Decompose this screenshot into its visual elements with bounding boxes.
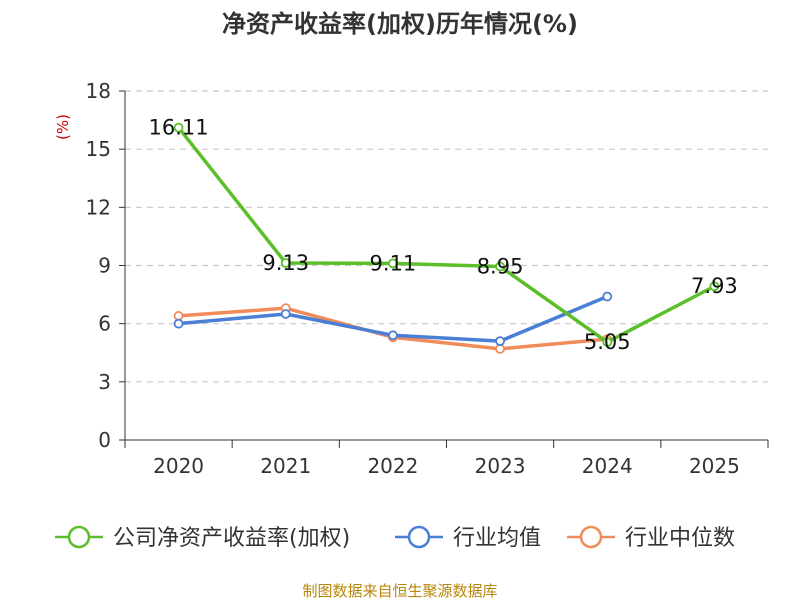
data-label-2025: 7.93 bbox=[691, 274, 738, 298]
legend-marker-0 bbox=[67, 525, 91, 549]
chart-title: 净资产收益率(加权)历年情况(%) bbox=[222, 10, 578, 38]
y-tick-label-3: 3 bbox=[98, 370, 111, 394]
source-note: 制图数据来自恒生聚源数据库 bbox=[302, 582, 497, 600]
series-1-point-2022 bbox=[388, 330, 398, 341]
legend-marker-1 bbox=[407, 525, 431, 549]
series-1-point-2021 bbox=[280, 309, 291, 319]
data-label-2021: 9.13 bbox=[262, 251, 309, 275]
x-tick-label-2021: 2021 bbox=[260, 454, 311, 478]
x-tick-label-2024: 2024 bbox=[582, 454, 633, 478]
series-0-point-2020 bbox=[173, 122, 184, 133]
series-1-point-2024 bbox=[602, 291, 613, 302]
series-2-point-2023 bbox=[495, 343, 505, 354]
series-line-0 bbox=[176, 125, 717, 344]
series-1-point-2023 bbox=[495, 336, 505, 347]
x-tick-label-2022: 2022 bbox=[367, 454, 418, 478]
x-tick-label-2023: 2023 bbox=[475, 454, 526, 478]
data-label-2022: 9.11 bbox=[370, 251, 417, 275]
data-labels: 16.11 9.13 9.11 8.95 5.05 7.93 bbox=[149, 116, 738, 354]
series-0-point-2025 bbox=[709, 281, 720, 292]
data-label-2024: 5.05 bbox=[584, 330, 631, 354]
y-tick-label-0: 0 bbox=[98, 428, 111, 452]
series-0-point-2023 bbox=[495, 261, 505, 272]
y-axis-unit: (%) bbox=[54, 114, 72, 140]
legend-label-1: 行业均值 bbox=[453, 526, 541, 551]
data-label-2020: 16.11 bbox=[149, 116, 209, 140]
axes: 0 3 6 9 12 15 18 2020 2021 2022 2023 2024 2025 bbox=[86, 79, 769, 478]
legend-label-0: 公司净资产收益率(加权) bbox=[113, 526, 350, 551]
series-0-point-2021 bbox=[280, 258, 291, 268]
series-layer bbox=[173, 122, 720, 354]
series-2-point-2020 bbox=[173, 311, 184, 321]
y-tick-label-18: 18 bbox=[86, 79, 111, 103]
y-tick-label-9: 9 bbox=[98, 254, 111, 278]
series-0-point-2022 bbox=[388, 258, 398, 269]
series-0-point-2024 bbox=[602, 337, 613, 347]
series-1-point-2020 bbox=[173, 318, 184, 329]
y-tick-label-6: 6 bbox=[98, 312, 111, 336]
x-tick-label-2020: 2020 bbox=[153, 454, 204, 478]
legend: 公司净资产收益率(加权) 行业均值 行业中位数 bbox=[55, 525, 735, 551]
series-line-2 bbox=[176, 306, 609, 351]
x-tick-label-2025: 2025 bbox=[689, 454, 740, 478]
legend-marker-2 bbox=[579, 525, 603, 549]
data-label-2023: 8.95 bbox=[477, 254, 524, 278]
y-tick-label-15: 15 bbox=[86, 137, 111, 161]
legend-label-2: 行业中位数 bbox=[625, 526, 735, 551]
y-tick-label-12: 12 bbox=[86, 195, 111, 219]
